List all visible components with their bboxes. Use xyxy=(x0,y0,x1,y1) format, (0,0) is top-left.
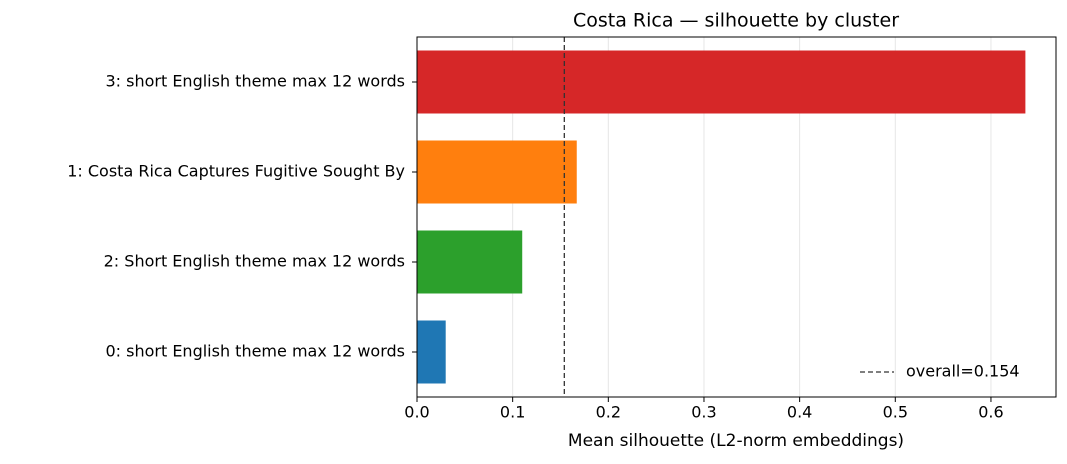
y-tick-label: 1: Costa Rica Captures Fugitive Sought B… xyxy=(67,162,405,181)
x-tick-label: 0.3 xyxy=(691,403,716,422)
bar xyxy=(417,230,523,294)
x-tick-label: 0.6 xyxy=(978,403,1003,422)
x-tick-label: 0.1 xyxy=(500,403,525,422)
y-tick-label: 0: short English theme max 12 words xyxy=(105,342,405,361)
y-tick-label: 2: Short English theme max 12 words xyxy=(104,252,405,271)
legend-label: overall=0.154 xyxy=(906,362,1020,381)
y-tick-label: 3: short English theme max 12 words xyxy=(105,72,405,91)
bar xyxy=(417,320,446,384)
x-tick-label: 0.0 xyxy=(404,403,429,422)
x-tick-label: 0.4 xyxy=(787,403,812,422)
x-axis-label: Mean silhouette (L2-norm embeddings) xyxy=(568,431,904,451)
bar xyxy=(417,140,577,204)
bar xyxy=(417,50,1026,114)
chart-title: Costa Rica — silhouette by cluster xyxy=(573,10,899,32)
x-tick-label: 0.2 xyxy=(596,403,621,422)
x-tick-label: 0.5 xyxy=(883,403,908,422)
axes-frame xyxy=(416,36,1057,398)
